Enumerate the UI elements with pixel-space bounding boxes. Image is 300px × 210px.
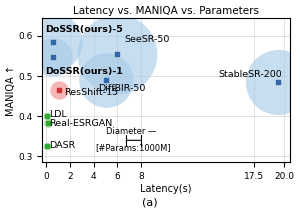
Text: (a): (a) [142,198,158,208]
Y-axis label: MANIQA ↑: MANIQA ↑ [6,65,16,116]
Point [46,122,51,125]
Point [115,52,120,56]
Point [115,52,120,56]
Text: SeeSR-50: SeeSR-50 [124,35,170,44]
Point [50,40,55,43]
Point [57,89,62,92]
Point [276,80,280,84]
Point [57,89,62,92]
Point [276,80,280,84]
Text: LDL: LDL [50,110,67,119]
Point [46,122,51,125]
Text: StableSR-200: StableSR-200 [219,70,282,79]
Point [103,78,108,82]
Text: DoSSR(ours)-5: DoSSR(ours)-5 [45,25,123,34]
Text: Diameter —: Diameter — [106,127,156,136]
Text: [#Params:1000M]: [#Params:1000M] [96,143,171,152]
X-axis label: Latency(s): Latency(s) [140,184,192,194]
Text: DoSSR(ours)-1: DoSSR(ours)-1 [45,67,123,76]
Point [45,145,50,148]
Point [45,114,50,118]
Title: Latency vs. MANIQA vs. Parameters: Latency vs. MANIQA vs. Parameters [73,5,259,16]
Text: ResShift-15: ResShift-15 [64,88,118,97]
Text: DASR: DASR [50,141,76,150]
Point [103,78,108,82]
Point [45,114,50,118]
Point [50,40,55,43]
Point [50,55,55,58]
Point [45,145,50,148]
Text: Real-ESRGAN: Real-ESRGAN [50,119,113,128]
Point [50,55,55,58]
Text: DiffBIR-50: DiffBIR-50 [98,84,146,93]
